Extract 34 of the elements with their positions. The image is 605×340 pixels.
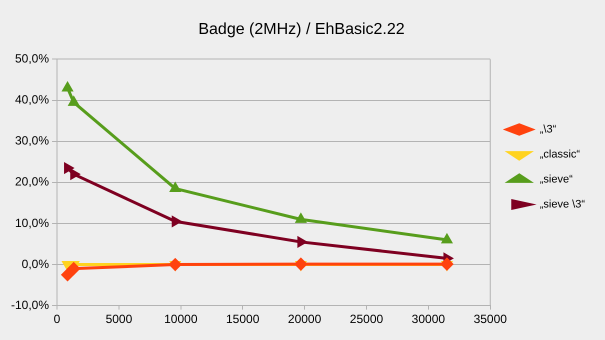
legend-label: „sieve“ <box>540 174 574 186</box>
point <box>297 236 308 248</box>
point <box>295 212 307 223</box>
y-tick-label: 30,0% <box>14 134 50 148</box>
point <box>64 162 74 174</box>
point <box>441 233 453 244</box>
point <box>70 168 80 180</box>
point <box>172 216 182 228</box>
point <box>168 258 182 272</box>
point <box>62 81 74 92</box>
x-tick-label: 25000 <box>350 312 384 326</box>
x-tick-label: 30000 <box>412 312 446 326</box>
x-tick-label: 0 <box>54 312 61 326</box>
point <box>61 268 74 282</box>
y-tick-label: 50,0% <box>14 52 50 66</box>
point <box>170 182 181 192</box>
chart-title: Badge (2MHz) / EhBasic2.22 <box>198 21 405 38</box>
y-tick-label: 40,0% <box>14 92 50 107</box>
point <box>68 96 80 106</box>
y-tick-label: -10,0% <box>10 298 50 312</box>
point <box>67 262 80 276</box>
legend-label: „sieve \3“ <box>540 198 586 211</box>
y-tick-label: 0,0% <box>22 256 50 271</box>
y-tick-label: 20,0% <box>14 174 50 189</box>
legend-label: „\3“ <box>540 124 557 136</box>
x-tick-label: 5000 <box>106 312 133 326</box>
legend-label: „classic“ <box>540 148 580 161</box>
x-tick-label: 10000 <box>164 312 198 326</box>
x-tick-label: 15000 <box>226 312 260 326</box>
x-tick-label: 35000 <box>474 312 508 326</box>
point <box>440 258 454 271</box>
y-tick-label: 10,0% <box>14 216 50 230</box>
x-tick-label: 20000 <box>288 312 322 326</box>
point <box>294 258 308 271</box>
